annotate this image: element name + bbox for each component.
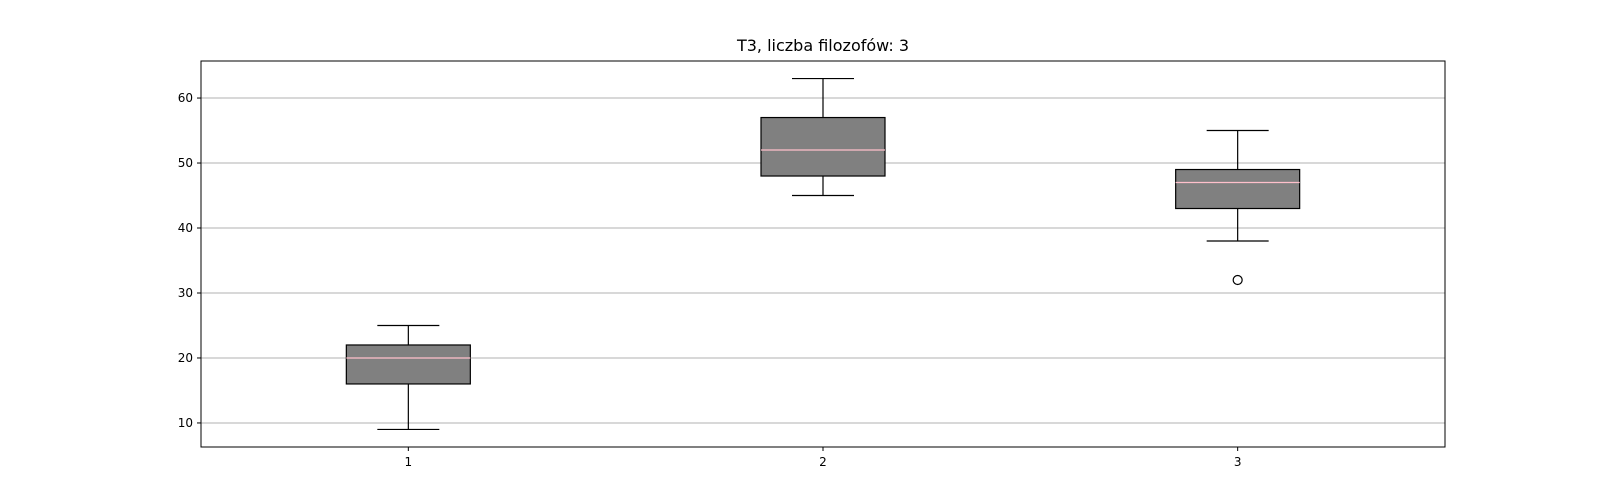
box-series bbox=[345, 77, 1301, 431]
chart-title: T3, liczba filozofów: 3 bbox=[736, 36, 909, 55]
y-tick-label: 30 bbox=[178, 286, 193, 300]
y-tick-label: 60 bbox=[178, 91, 193, 105]
box-iqr bbox=[1175, 168, 1301, 210]
y-tick-label: 50 bbox=[178, 156, 193, 170]
box-iqr bbox=[345, 344, 471, 385]
outlier-point bbox=[1232, 274, 1243, 286]
x-tick-label: 1 bbox=[405, 455, 413, 469]
box-group-2 bbox=[760, 77, 886, 197]
box-group-3 bbox=[1175, 129, 1301, 286]
x-tick-label: 3 bbox=[1234, 455, 1242, 469]
box-group-1 bbox=[345, 324, 471, 431]
y-tick-label: 10 bbox=[178, 416, 193, 430]
y-tick-label: 40 bbox=[178, 221, 193, 235]
axes: 10 20 30 40 50 60 1 2 3 bbox=[178, 91, 1242, 469]
x-tick-label: 2 bbox=[819, 455, 827, 469]
y-tick-label: 20 bbox=[178, 351, 193, 365]
box-iqr bbox=[760, 116, 886, 177]
